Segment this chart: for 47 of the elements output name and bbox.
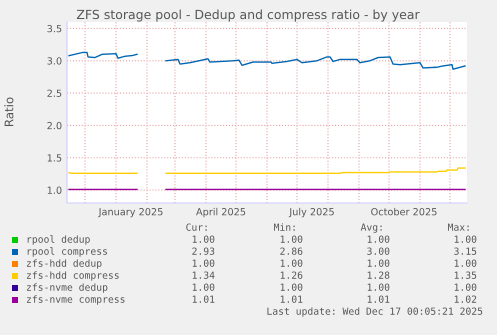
- text: 1.00: [368, 235, 390, 243]
- text: 1.00: [192, 283, 214, 291]
- text: 1.00: [454, 259, 476, 267]
- legend-label: zfs-nvme compress: [26, 295, 125, 305]
- text: 1.01: [368, 295, 390, 303]
- y-tick-label: 1.0: [48, 186, 62, 194]
- text: Last update: Wed Dec 17 00:05:21 2025: [267, 307, 482, 317]
- legend-label: zfs-hdd compress: [26, 271, 119, 281]
- text: Cur:: [186, 223, 207, 231]
- legend-label: rpool dedup: [28, 235, 90, 245]
- chart-title: ZFS storage pool - Dedup and compress ratio - by year: [76, 10, 420, 22]
- y-tick-label: 3.0: [47, 57, 62, 65]
- legend-label: rpool compress: [28, 247, 107, 257]
- text: 1.28: [368, 271, 390, 279]
- text: 1.00: [192, 235, 214, 243]
- legend-label: zfs-nvme dedup: [26, 283, 108, 293]
- y-tick-label: 3.5: [47, 24, 62, 32]
- text: 1.02: [454, 295, 476, 303]
- text: 1.01: [192, 295, 214, 303]
- text: 1.26: [280, 271, 302, 279]
- text: 1.35: [454, 271, 476, 279]
- text: Avg:: [360, 224, 382, 233]
- text: 1.01: [280, 295, 302, 303]
- text: 2.93: [192, 247, 214, 255]
- y-axis-title: Ratio: [4, 97, 14, 126]
- x-tick-label: January 2025: [98, 208, 162, 218]
- x-tick-label: April 2025: [196, 208, 246, 218]
- text: 2.86: [280, 247, 302, 255]
- text: 1.00: [192, 259, 214, 267]
- text: 1.00: [280, 235, 302, 243]
- x-tick-label: October 2025: [371, 208, 437, 216]
- text: Min:: [274, 223, 295, 231]
- text: 1.00: [368, 259, 390, 267]
- text: 1.00: [454, 283, 476, 291]
- y-tick-label: 2.5: [47, 90, 62, 97]
- text: 1.00: [280, 259, 302, 267]
- text: 3.15: [454, 247, 476, 255]
- text: 1.00: [454, 235, 476, 243]
- y-tick-label: 1.5: [48, 154, 62, 162]
- text: 1.00: [368, 283, 390, 291]
- text: Max:: [448, 224, 469, 231]
- legend-label: zfs-hdd dedup: [26, 259, 102, 269]
- x-tick-label: July 2025: [288, 208, 334, 218]
- y-tick-label: 2.0: [47, 122, 62, 130]
- text: 1.00: [280, 283, 302, 291]
- text: 1.34: [192, 271, 215, 279]
- text: 3.00: [367, 247, 390, 255]
